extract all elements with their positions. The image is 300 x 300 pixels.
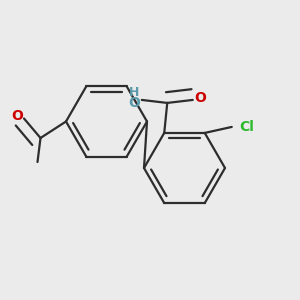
Text: O: O	[128, 96, 140, 110]
Text: O: O	[11, 109, 23, 123]
Text: O: O	[194, 92, 206, 105]
Text: Cl: Cl	[239, 120, 254, 134]
Text: H: H	[129, 86, 140, 99]
